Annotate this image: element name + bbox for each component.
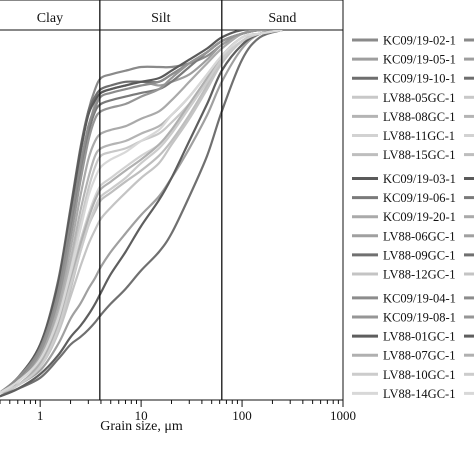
legend-label: KC09/19-05-1 <box>383 53 456 67</box>
legend-item: KC09/19-05-1 <box>352 53 474 67</box>
legend-item: LV88-06GC-1 <box>352 229 474 243</box>
legend-label: LV88-15GC-1 <box>383 148 455 162</box>
legend-item: LV88-15GC-1 <box>352 148 474 162</box>
curve-lv88-14gc-1 <box>0 30 283 394</box>
legend-label: LV88-08GC-1 <box>383 110 455 124</box>
curve-kc09-19-08-1 <box>0 30 283 394</box>
curve-kc09-19-20-1 <box>0 30 283 394</box>
x-tick-label: 100 <box>232 408 252 423</box>
curve-lv88-06gc-1 <box>0 30 283 398</box>
legend-label: LV88-11GC-1 <box>383 129 455 143</box>
legend-label: KC09/19-03-1 <box>383 172 456 186</box>
legend-item: KC09/19-03-1 <box>352 172 474 186</box>
legend-label: LV88-06GC-1 <box>383 229 455 243</box>
legend-item: KC09/19-08-1 <box>352 311 474 325</box>
legend-item: KC09/19-04-1 <box>352 291 474 305</box>
legend-item: LV88-10GC-1 <box>352 368 474 382</box>
legend-label: KC09/19-04-1 <box>383 291 456 305</box>
grain-class-band: Clay Silt Sand <box>0 0 344 31</box>
legend-label: KC09/19-20-1 <box>383 210 456 224</box>
legend-item: KC09/19-06-1 <box>352 191 474 205</box>
curve-kc09-19-03-1 <box>0 30 283 394</box>
legend-label: LV88-10GC-1 <box>383 368 455 382</box>
legend-item: LV88-05GC-1 <box>352 91 474 105</box>
curve-lv88-12gc-1 <box>0 30 283 394</box>
x-axis-label: Grain size, μm <box>100 419 183 434</box>
legend-item: KC09/19-02-1 <box>352 34 474 48</box>
legend: KC09/19-02-1 KC09/19-05-1 KC09/19-10-1 LV88… <box>352 34 474 401</box>
legend-label: KC09/19-02-1 <box>383 34 456 48</box>
legend-item: LV88-14GC-1 <box>352 387 474 401</box>
legend-label: LV88-12GC-1 <box>383 268 455 282</box>
x-tick-label: 1 <box>37 408 44 423</box>
legend-label: LV88-09GC-1 <box>383 248 455 262</box>
zone-label-silt: Silt <box>151 11 171 26</box>
legend-label: KC09/19-06-1 <box>383 191 456 205</box>
legend-label: LV88-01GC-1 <box>383 330 455 344</box>
legend-label: LV88-05GC-1 <box>383 91 455 105</box>
legend-label: LV88-14GC-1 <box>383 387 455 401</box>
legend-item: LV88-08GC-1 <box>352 110 474 124</box>
legend-label: KC09/19-08-1 <box>383 311 456 325</box>
cumulative-curves <box>0 30 283 398</box>
curve-lv88-01gc-1 <box>0 30 283 398</box>
curve-lv88-09gc-1 <box>0 30 283 398</box>
x-tick-label: 1000 <box>330 408 356 423</box>
legend-label: KC09/19-10-1 <box>383 72 456 86</box>
legend-item: LV88-07GC-1 <box>352 349 474 363</box>
legend-item: LV88-09GC-1 <box>352 248 474 262</box>
legend-item: LV88-11GC-1 <box>352 129 474 143</box>
legend-item: KC09/19-10-1 <box>352 72 474 86</box>
legend-label: LV88-07GC-1 <box>383 349 455 363</box>
legend-item: LV88-12GC-1 <box>352 268 474 282</box>
x-tick-label: 10 <box>135 408 148 423</box>
x-axis: 1 10 100 1000 <box>0 400 356 423</box>
legend-item: KC09/19-20-1 <box>352 210 474 224</box>
curve-lv88-10gc-1 <box>0 30 283 394</box>
zone-label-clay: Clay <box>37 11 63 26</box>
legend-item: LV88-01GC-1 <box>352 330 474 344</box>
zone-label-sand: Sand <box>268 11 296 26</box>
